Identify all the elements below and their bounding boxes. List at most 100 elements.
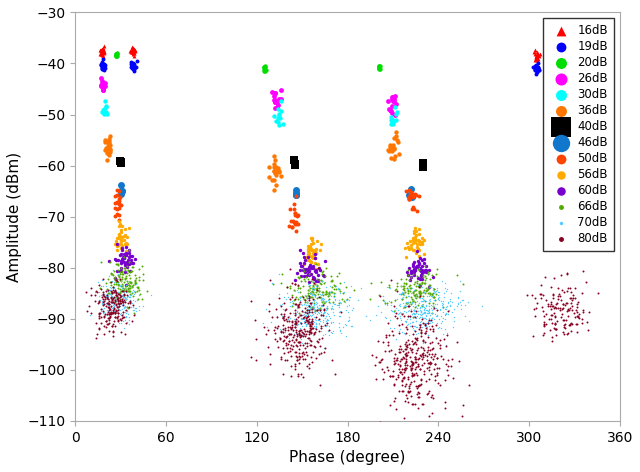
80dB (294, 355, 304, 362)
70dB (404, 306, 414, 313)
80dB (409, 370, 419, 378)
80dB (435, 381, 445, 389)
56dB (120, 225, 130, 233)
80dB (556, 296, 566, 304)
70dB (301, 312, 312, 320)
66dB (114, 297, 124, 305)
70dB (321, 304, 331, 312)
70dB (408, 307, 419, 315)
70dB (101, 300, 111, 307)
80dB (397, 377, 407, 385)
70dB (441, 305, 451, 312)
36dB (101, 144, 111, 152)
80dB (108, 296, 118, 303)
80dB (113, 306, 123, 313)
70dB (415, 294, 426, 302)
19dB (129, 64, 139, 71)
80dB (298, 325, 308, 332)
60dB (417, 262, 428, 270)
70dB (297, 329, 307, 336)
80dB (108, 328, 118, 336)
80dB (396, 421, 406, 429)
80dB (115, 294, 125, 301)
80dB (401, 338, 412, 346)
66dB (132, 283, 142, 291)
80dB (297, 307, 307, 315)
66dB (124, 284, 134, 292)
70dB (425, 297, 435, 305)
80dB (389, 360, 399, 368)
60dB (416, 272, 426, 280)
80dB (554, 290, 564, 297)
60dB (408, 262, 419, 270)
70dB (315, 290, 325, 298)
80dB (110, 296, 120, 303)
66dB (129, 278, 140, 285)
80dB (403, 348, 413, 356)
70dB (319, 308, 329, 315)
60dB (115, 267, 125, 274)
80dB (289, 332, 300, 339)
80dB (284, 330, 294, 338)
16dB (128, 51, 138, 58)
26dB (269, 89, 280, 97)
80dB (291, 315, 301, 322)
56dB (410, 236, 420, 244)
30dB (386, 116, 396, 123)
70dB (303, 281, 313, 288)
50dB (115, 202, 125, 209)
70dB (114, 320, 124, 327)
80dB (398, 374, 408, 381)
80dB (550, 312, 561, 320)
70dB (311, 300, 321, 307)
60dB (121, 281, 131, 288)
36dB (387, 146, 397, 153)
70dB (102, 312, 112, 319)
70dB (429, 303, 439, 311)
70dB (316, 291, 326, 298)
20dB (259, 63, 269, 71)
80dB (375, 418, 385, 425)
80dB (394, 346, 404, 353)
70dB (288, 309, 298, 317)
80dB (94, 314, 104, 322)
26dB (96, 83, 106, 90)
66dB (414, 293, 424, 301)
70dB (306, 288, 316, 296)
80dB (287, 321, 297, 329)
70dB (426, 306, 436, 314)
80dB (291, 323, 301, 330)
80dB (99, 295, 109, 303)
56dB (410, 236, 420, 243)
60dB (121, 252, 131, 259)
66dB (295, 273, 305, 281)
80dB (290, 320, 300, 327)
70dB (310, 322, 321, 329)
80dB (563, 312, 573, 320)
80dB (448, 374, 458, 382)
70dB (120, 285, 130, 292)
80dB (305, 337, 316, 345)
66dB (319, 273, 330, 280)
70dB (394, 301, 404, 309)
66dB (405, 287, 415, 295)
56dB (298, 260, 308, 268)
80dB (410, 328, 420, 335)
70dB (438, 304, 448, 312)
36dB (267, 176, 277, 184)
26dB (98, 79, 108, 86)
16dB (531, 49, 541, 56)
80dB (115, 316, 125, 323)
56dB (412, 240, 422, 248)
80dB (414, 326, 424, 333)
80dB (528, 332, 538, 340)
80dB (538, 331, 548, 338)
80dB (417, 355, 428, 362)
60dB (123, 256, 133, 264)
70dB (415, 304, 425, 312)
70dB (108, 301, 118, 309)
70dB (120, 285, 130, 292)
80dB (426, 392, 436, 399)
56dB (417, 234, 427, 241)
80dB (572, 312, 582, 320)
